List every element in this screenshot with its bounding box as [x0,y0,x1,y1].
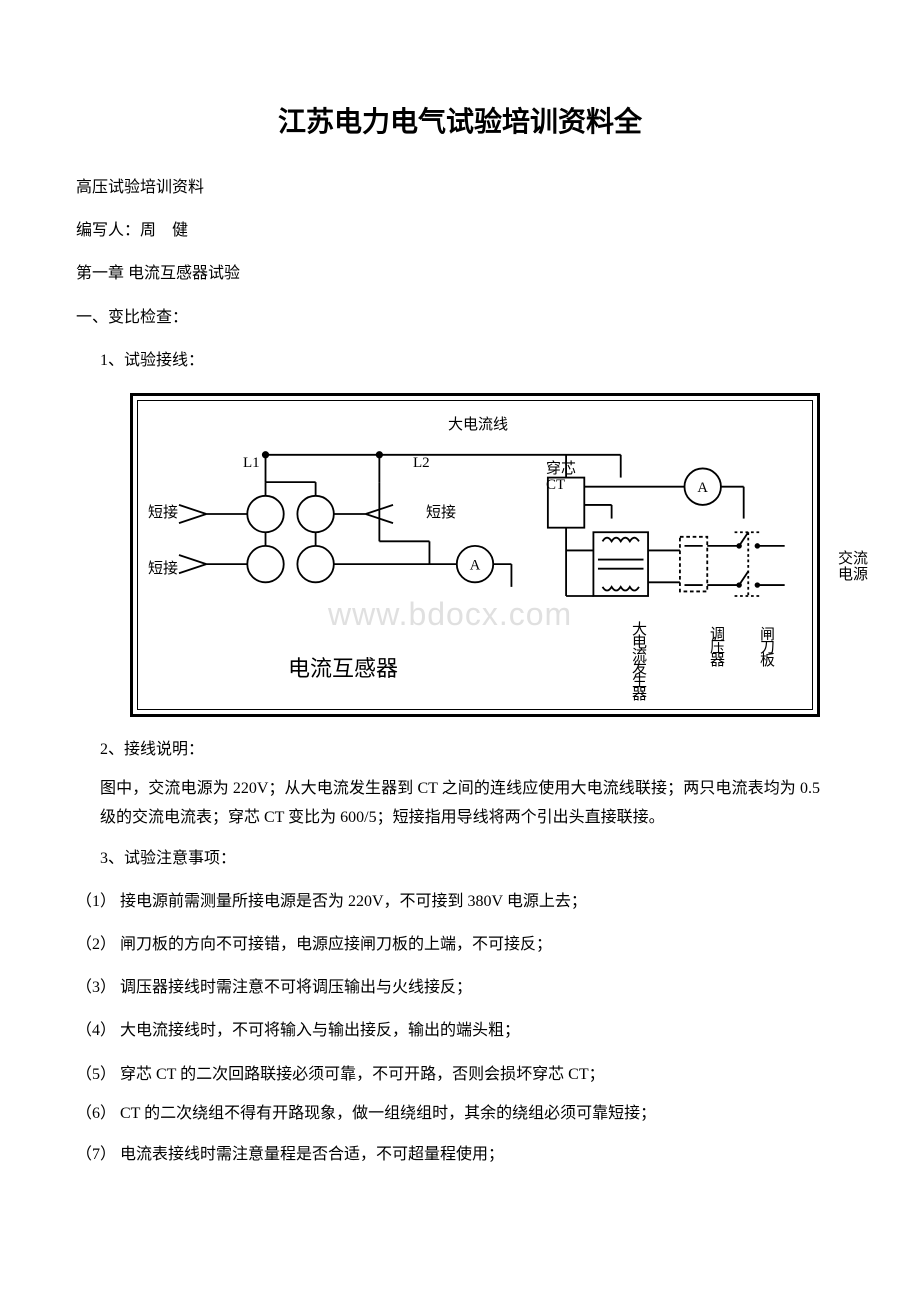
label-transformer: 电流互感器 [288,651,398,683]
note-1: （1） 接电源前需测量所接电源是否为 220V，不可接到 380V 电源上去； [60,884,860,919]
explanation-paragraph: 图中，交流电源为 220V；从大电流发生器到 CT 之间的连线应使用大电流线联接… [100,775,820,833]
author-line: 编写人：周 健 [60,213,860,248]
note-3: （3） 调压器接线时需注意不可将调压输出与火线接反； [60,970,860,1005]
diagram-frame: www.bdocx.com [137,400,813,710]
label-short1: 短接 [148,501,178,522]
label-ac-source: 交流电源 [838,551,868,584]
item-1: 1、试验接线： [60,343,860,378]
note-4: （4） 大电流接线时，不可将输入与输出接反，输出的端头粗； [60,1013,860,1048]
note-6: （6） CT 的二次绕组不得有开路现象，做一组绕组时，其余的绕组必须可靠短接； [60,1100,860,1129]
label-short3: 短接 [426,501,456,522]
label-top-wire: 大电流线 [448,413,508,434]
label-regulator: 调压器 [706,626,727,665]
item-3: 3、试验注意事项： [60,841,860,876]
label-switch: 闸刀板 [756,626,777,665]
subtitle-line: 高压试验培训资料 [60,170,860,205]
note-5: （5） 穿芯 CT 的二次回路联接必须可靠，不可开路，否则会损坏穿芯 CT； [60,1057,860,1092]
chapter-line: 第一章 电流互感器试验 [60,256,860,291]
note-7: （7） 电流表接线时需注意量程是否合适，不可超量程使用； [60,1137,860,1172]
label-l2: L2 [413,455,430,472]
label-short2: 短接 [148,557,178,578]
page-title: 江苏电力电气试验培训资料全 [60,100,860,140]
svg-text:A: A [470,558,481,574]
svg-text:A: A [697,480,708,496]
section-heading: 一、变比检查： [60,300,860,335]
circuit-diagram: www.bdocx.com [130,393,820,717]
label-generator: 大电流发生器 [628,621,649,699]
label-l1: L1 [243,455,260,472]
item-2: 2、接线说明： [60,732,860,767]
note-2: （2） 闸刀板的方向不可接错，电源应接闸刀板的上端，不可接反； [60,927,860,962]
label-ct: 穿芯CT [546,461,576,494]
